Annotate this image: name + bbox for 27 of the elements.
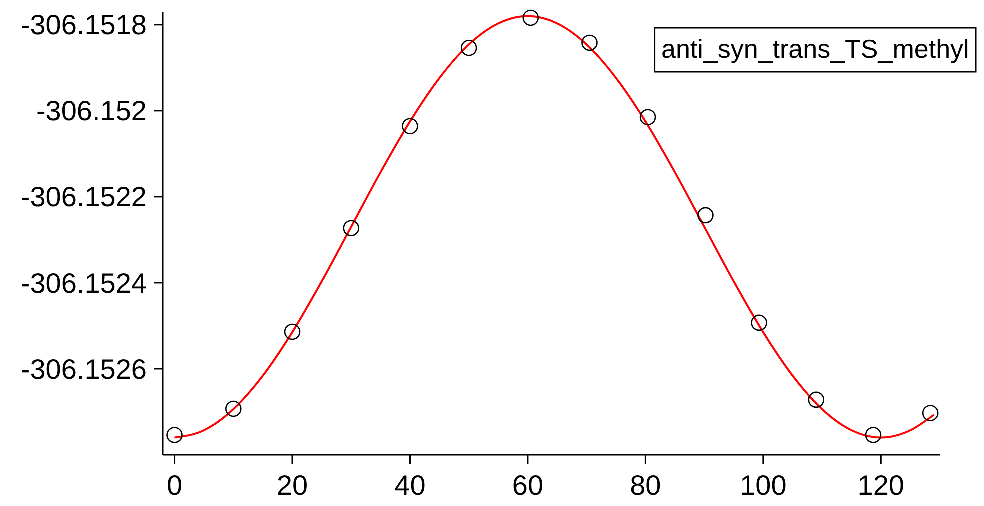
point [402, 118, 418, 135]
y-tick-label: -306.1526 [20, 354, 147, 385]
y-tick-label: -306.1522 [20, 182, 147, 213]
point [522, 10, 540, 26]
point [751, 314, 768, 332]
point [865, 427, 882, 444]
point [460, 40, 478, 56]
point [343, 220, 360, 236]
y-tick-label: -306.1518 [20, 10, 147, 41]
point [922, 405, 939, 422]
point [640, 109, 656, 126]
x-tick-label: 80 [630, 470, 662, 501]
x-tick-label: 100 [740, 470, 787, 501]
point [582, 34, 598, 52]
point [698, 207, 714, 224]
x-tick-label: 60 [512, 470, 544, 501]
point [225, 400, 242, 418]
y-tick-label: -306.1524 [20, 268, 147, 299]
annotation: anti_syn_trans_TS_methyl [661, 34, 970, 64]
point [808, 392, 825, 408]
x-tick-label: 120 [858, 470, 904, 501]
y-tick-label: -306.152 [36, 96, 147, 127]
x-tick-label: 20 [276, 470, 308, 501]
point [166, 427, 183, 444]
x-tick-label: 40 [394, 470, 426, 501]
x-tick-label: 0 [166, 470, 183, 501]
point [284, 324, 301, 340]
